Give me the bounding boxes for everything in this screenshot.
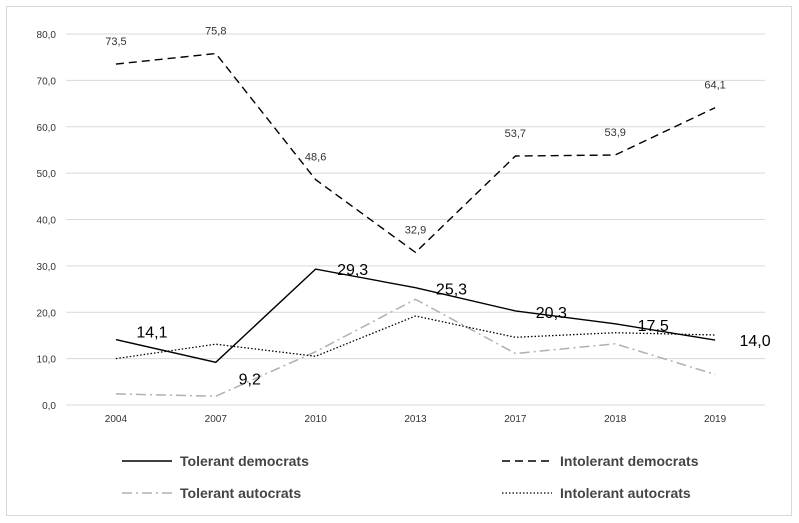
data-label: 64,1 — [704, 80, 725, 92]
x-axis-ticks: 2004 2007 2010 2013 2017 2018 2019 — [105, 414, 727, 425]
data-label: 9,2 — [239, 371, 261, 388]
y-tick-label: 40,0 — [37, 216, 57, 227]
x-tick-label: 2018 — [604, 414, 627, 425]
data-label: 17,5 — [638, 318, 669, 335]
data-label: 53,7 — [505, 128, 526, 140]
legend-label: Intolerant autocrats — [560, 485, 691, 501]
y-tick-label: 0,0 — [42, 401, 56, 412]
series-line-tolerant-autocrats — [115, 298, 716, 397]
y-axis-ticks: 0,0 10,0 20,0 30,0 40,0 50,0 60,0 70,0 80,0 — [37, 30, 57, 412]
x-tick-label: 2017 — [504, 414, 527, 425]
legend-label: Tolerant democrats — [180, 453, 309, 469]
legend-label: Intolerant democrats — [560, 453, 699, 469]
data-label: 48,6 — [305, 152, 326, 164]
y-tick-label: 70,0 — [37, 76, 57, 87]
x-tick-label: 2019 — [704, 414, 727, 425]
y-tick-label: 60,0 — [37, 123, 57, 134]
data-label: 20,3 — [536, 305, 567, 322]
y-tick-label: 30,0 — [37, 262, 57, 273]
data-labels: 73,5 75,8 48,6 32,9 53,7 53,9 64,1 14,1 9,2 29,3 2… — [105, 25, 771, 388]
data-label: 14,1 — [136, 325, 167, 342]
x-tick-label: 2013 — [404, 414, 427, 425]
x-tick-label: 2007 — [205, 414, 228, 425]
series-lines — [115, 52, 716, 397]
series-line-intolerant-autocrats — [115, 315, 716, 360]
y-tick-label: 80,0 — [37, 30, 57, 41]
data-label: 73,5 — [105, 36, 126, 48]
data-label: 25,3 — [436, 282, 467, 299]
series-line-tolerant-democrats — [115, 268, 716, 364]
x-tick-label: 2010 — [305, 414, 328, 425]
data-label: 53,9 — [605, 127, 626, 139]
legend-label: Tolerant autocrats — [180, 485, 301, 501]
series-line-intolerant-democrats — [115, 52, 716, 254]
data-label: 29,3 — [337, 262, 368, 279]
grid-lines — [66, 33, 765, 406]
data-label: 75,8 — [205, 25, 226, 37]
x-tick-label: 2004 — [105, 414, 128, 425]
y-tick-label: 50,0 — [37, 169, 57, 180]
y-tick-label: 10,0 — [37, 355, 57, 366]
legend: Tolerant democrats Intolerant democrats To… — [122, 453, 699, 501]
data-label: 14,0 — [740, 333, 771, 350]
y-tick-label: 20,0 — [37, 308, 57, 319]
data-label: 32,9 — [405, 224, 426, 236]
chart-frame — [6, 6, 792, 516]
